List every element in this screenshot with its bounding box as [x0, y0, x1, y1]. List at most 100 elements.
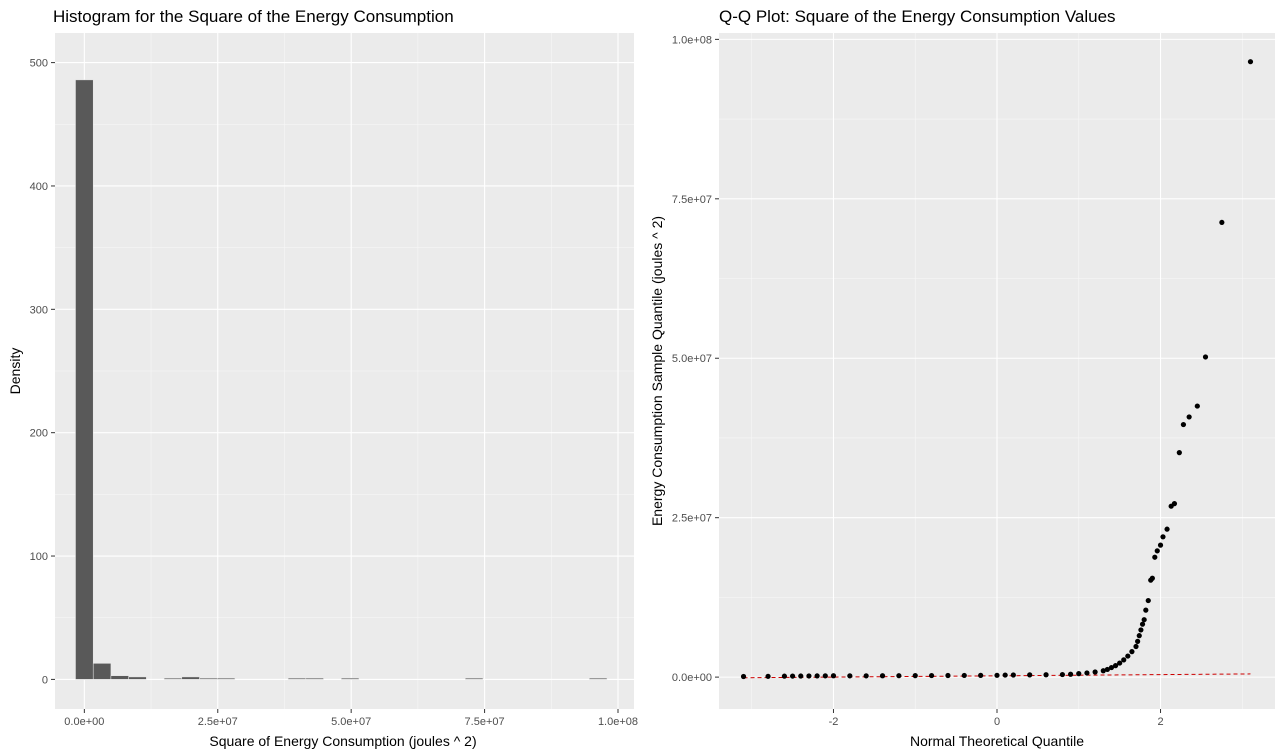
histogram-bar [199, 677, 218, 680]
qq-point [740, 673, 747, 680]
qq-point [1152, 554, 1158, 560]
qq-point [789, 673, 796, 679]
histogram-bar [340, 677, 360, 680]
histogram-y-tick-label: 500 [30, 58, 48, 70]
qq-point [1059, 671, 1066, 678]
histogram-y-tick-label: 200 [30, 428, 48, 440]
qq-point [1121, 657, 1127, 663]
qq-point [814, 673, 820, 679]
histogram-x-tick-label: 7.5e+07 [465, 716, 505, 728]
histogram-bar [92, 663, 112, 680]
qq-point [1145, 597, 1151, 604]
qq-point [945, 672, 951, 679]
qq-point [781, 673, 788, 679]
qq-point [1108, 664, 1115, 671]
qq-point [1092, 669, 1098, 675]
qq-point [1043, 672, 1049, 678]
histogram-x-ticks: 0.0e+00 2.5e+07 5.0e+07 7.5e+07 1.0e+08 [64, 709, 638, 728]
qq-point [1138, 627, 1144, 633]
qq-point [830, 673, 837, 679]
histogram-x-tick-label: 5.0e+07 [331, 716, 371, 728]
qq-x-tick-label: 2 [1157, 716, 1163, 728]
histogram-x-axis-title: Square of Energy Consumption (joules ^ 2… [209, 733, 476, 749]
histogram-x-tick-label: 1.0e+08 [598, 716, 638, 728]
qq-x-ticks: -2 0 2 [829, 709, 1164, 728]
qq-point [1164, 526, 1170, 532]
qq-point [1139, 621, 1146, 627]
qq-point [1186, 414, 1192, 420]
qq-y-axis-title: Energy Consumption Sample Quantile (joul… [649, 216, 665, 526]
qq-point [1219, 219, 1225, 226]
qq-x-tick-label: 0 [994, 716, 1000, 728]
histogram-y-axis-title: Density [7, 348, 23, 395]
qq-point [896, 673, 902, 679]
qq-point [1133, 643, 1139, 650]
histogram-bar [163, 677, 183, 680]
qq-point [1202, 354, 1209, 360]
qq-point [1157, 542, 1164, 548]
qq-point [994, 672, 1000, 678]
qq-point [1171, 501, 1178, 507]
histogram-bar [128, 676, 147, 680]
histogram-chart: 0.0e+00 2.5e+07 5.0e+07 7.5e+07 1.0e+08 0 100… [7, 7, 638, 749]
histogram-y-tick-label: 0 [42, 674, 48, 686]
qq-point [1084, 670, 1090, 676]
qq-point [1135, 638, 1141, 645]
qq-point [1104, 666, 1110, 673]
histogram-bars [75, 79, 608, 680]
histogram-bar [216, 677, 236, 680]
qq-point [928, 672, 935, 679]
qq-point [1176, 450, 1182, 456]
qq-point [1067, 671, 1074, 677]
qq-point [1100, 668, 1106, 674]
qq-point [1141, 617, 1147, 623]
histogram-bar [110, 675, 129, 680]
qq-point [961, 672, 967, 679]
qq-y-tick-label: 1.0e+08 [672, 34, 712, 46]
qq-point [879, 673, 886, 679]
histogram-bar [181, 676, 200, 680]
qq-point [798, 673, 804, 679]
qq-y-tick-label: 0.0e+00 [672, 672, 712, 684]
qq-point [847, 673, 853, 679]
qq-y-tick-label: 2.5e+07 [672, 513, 712, 525]
qq-point [806, 673, 812, 679]
qq-point [978, 672, 984, 678]
histogram-bar [589, 677, 608, 680]
qq-y-tick-label: 5.0e+07 [672, 353, 712, 365]
qq-point [765, 673, 771, 679]
qq-point [1160, 534, 1166, 540]
histogram-y-ticks: 0 100 200 300 400 500 [30, 58, 55, 686]
qq-point [1002, 672, 1008, 678]
qq-point [1194, 403, 1200, 409]
histogram-title: Histogram for the Square of the Energy C… [53, 7, 454, 26]
qq-point [1143, 607, 1149, 613]
qq-point [1027, 672, 1033, 678]
qq-point [1125, 653, 1131, 659]
histogram-y-tick-label: 100 [30, 551, 48, 563]
qq-x-tick-label: -2 [829, 716, 839, 728]
histogram-y-tick-label: 300 [30, 304, 48, 316]
qq-point [1076, 671, 1082, 677]
qq-point [1247, 59, 1254, 65]
histogram-bar [305, 677, 324, 680]
qq-point [1136, 633, 1142, 639]
qq-point [1112, 663, 1119, 669]
qq-y-ticks: 0.0e+00 2.5e+07 5.0e+07 7.5e+07 1.0e+08 [672, 34, 719, 684]
histogram-bar [465, 677, 484, 680]
histogram-bar [75, 79, 94, 680]
qq-plot-chart: -2 0 2 0.0e+00 2.5e+07 5.0e+07 7.5e+07 1.0e+08… [649, 7, 1275, 749]
qq-point [1180, 421, 1187, 428]
qq-points [740, 59, 1254, 680]
qq-point [1149, 575, 1155, 581]
qq-point [822, 673, 828, 679]
qq-point [1010, 672, 1016, 678]
histogram-x-tick-label: 0.0e+00 [64, 716, 104, 728]
qq-point [912, 673, 918, 679]
histogram-x-tick-label: 2.5e+07 [198, 716, 238, 728]
histogram-bar [287, 677, 307, 680]
qq-point [863, 673, 869, 679]
qq-point [1117, 660, 1123, 666]
qq-point [1154, 548, 1160, 554]
